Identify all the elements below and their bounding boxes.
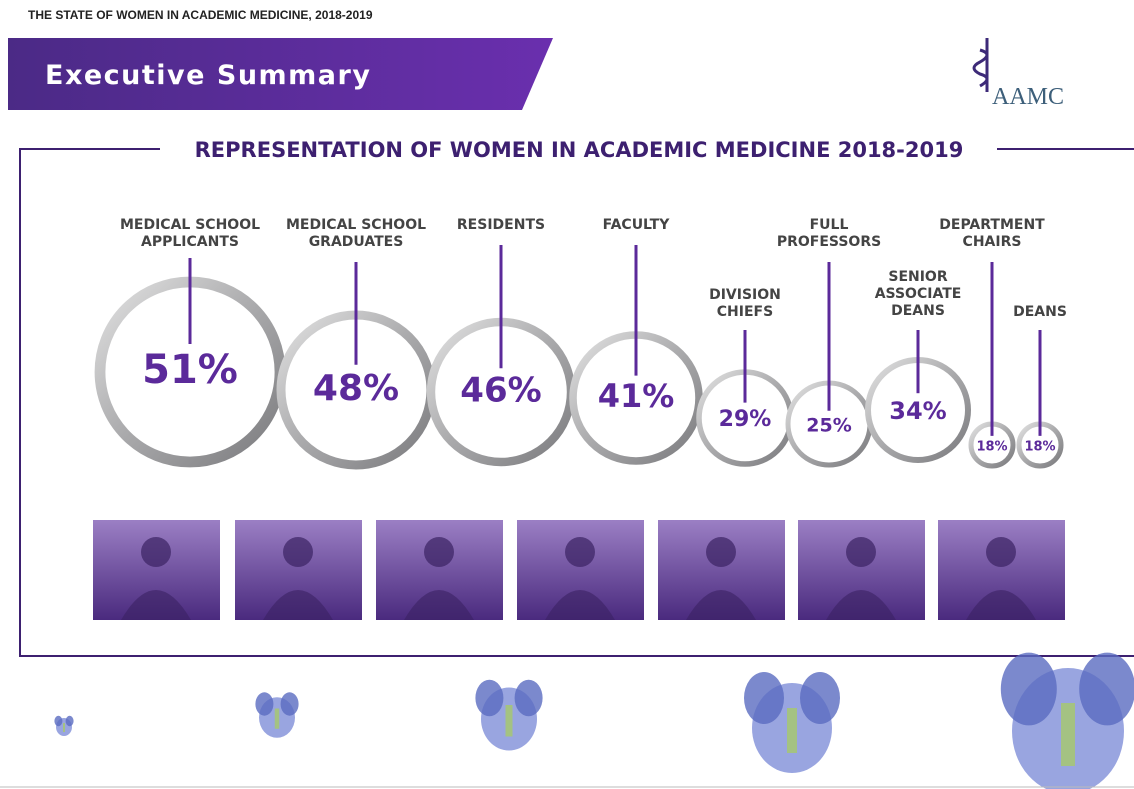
item-label: DIVISION [709, 287, 781, 303]
elephant-ear [255, 692, 273, 715]
item-value: 18% [1024, 440, 1055, 455]
logo: AAMC [974, 38, 1064, 110]
photo-head [141, 537, 171, 567]
elephant-ear [1079, 653, 1134, 726]
elephant-trunk [506, 705, 513, 737]
item-value: 29% [719, 407, 772, 432]
photo-head [424, 537, 454, 567]
elephant-ear [1001, 653, 1057, 726]
logo-text: AAMC [992, 84, 1064, 110]
photo-head [565, 537, 595, 567]
elephant-ear [66, 716, 74, 726]
item-value: 18% [976, 440, 1007, 455]
elephant-trunk [1061, 703, 1075, 766]
photo-head [986, 537, 1016, 567]
item-label: MEDICAL SCHOOL [120, 217, 260, 233]
photo-head [846, 537, 876, 567]
item-label: FACULTY [603, 217, 671, 233]
header-title: THE STATE OF WOMEN IN ACADEMIC MEDICINE,… [28, 8, 373, 22]
page: THE STATE OF WOMEN IN ACADEMIC MEDICINE,… [0, 0, 1134, 789]
item-label: RESIDENTS [457, 217, 545, 233]
elephant-ear [744, 672, 784, 724]
photo-head [706, 537, 736, 567]
item-label: PROFESSORS [777, 234, 881, 250]
elephant-ear [281, 692, 299, 715]
elephant-trunk [275, 709, 280, 729]
photos [93, 520, 1065, 620]
banner-title: Executive Summary [45, 60, 371, 91]
item-label: FULL [810, 217, 849, 233]
item-label: CHIEFS [717, 304, 773, 320]
item-label: DEANS [891, 303, 945, 319]
item-label: MEDICAL SCHOOL [286, 217, 426, 233]
item-value: 51% [142, 347, 238, 393]
item-label: ASSOCIATE [875, 286, 962, 302]
item-value: 41% [598, 377, 675, 415]
elephant-ear [475, 680, 503, 716]
item-label: DEANS [1013, 304, 1067, 320]
item-value: 46% [460, 371, 541, 411]
item-label: DEPARTMENT [939, 217, 1045, 233]
section-title: REPRESENTATION OF WOMEN IN ACADEMIC MEDI… [195, 138, 964, 162]
elephant-ear [54, 716, 62, 726]
item-value: 48% [313, 368, 399, 409]
elephant-trunk [63, 723, 65, 732]
item-label: GRADUATES [309, 234, 404, 250]
item-value: 25% [806, 415, 851, 437]
elephant-trunk [787, 708, 797, 753]
slide: THE STATE OF WOMEN IN ACADEMIC MEDICINE,… [0, 0, 1134, 789]
item-value: 34% [889, 397, 946, 425]
elephant-ear [800, 672, 840, 724]
elephants [54, 653, 1134, 789]
item-label: CHAIRS [963, 234, 1022, 250]
elephant-ear [515, 680, 543, 716]
item-label: APPLICANTS [141, 234, 239, 250]
item-label: SENIOR [888, 269, 947, 285]
photo-head [283, 537, 313, 567]
